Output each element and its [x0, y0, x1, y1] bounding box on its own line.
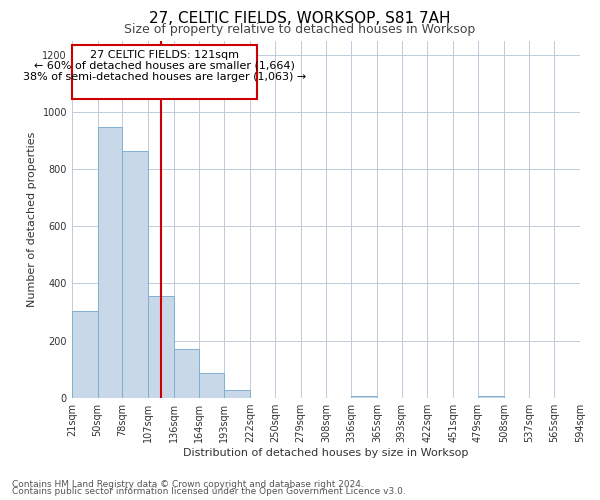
Bar	[478, 396, 504, 398]
Text: 27, CELTIC FIELDS, WORKSOP, S81 7AH: 27, CELTIC FIELDS, WORKSOP, S81 7AH	[149, 11, 451, 26]
FancyBboxPatch shape	[72, 46, 257, 100]
Bar	[351, 396, 377, 398]
Y-axis label: Number of detached properties: Number of detached properties	[27, 132, 37, 307]
Bar	[122, 151, 148, 398]
Text: Size of property relative to detached houses in Worksop: Size of property relative to detached ho…	[124, 22, 476, 36]
Bar	[148, 296, 174, 398]
Bar	[199, 374, 224, 398]
Bar	[224, 390, 250, 398]
Text: 27 CELTIC FIELDS: 121sqm: 27 CELTIC FIELDS: 121sqm	[90, 50, 239, 60]
Text: 38% of semi-detached houses are larger (1,063) →: 38% of semi-detached houses are larger (…	[23, 72, 306, 82]
Bar	[174, 349, 199, 398]
X-axis label: Distribution of detached houses by size in Worksop: Distribution of detached houses by size …	[183, 448, 469, 458]
Bar	[72, 310, 98, 398]
Text: ← 60% of detached houses are smaller (1,664): ← 60% of detached houses are smaller (1,…	[34, 61, 295, 71]
Text: Contains public sector information licensed under the Open Government Licence v3: Contains public sector information licen…	[12, 487, 406, 496]
Bar	[98, 126, 122, 398]
Text: Contains HM Land Registry data © Crown copyright and database right 2024.: Contains HM Land Registry data © Crown c…	[12, 480, 364, 489]
